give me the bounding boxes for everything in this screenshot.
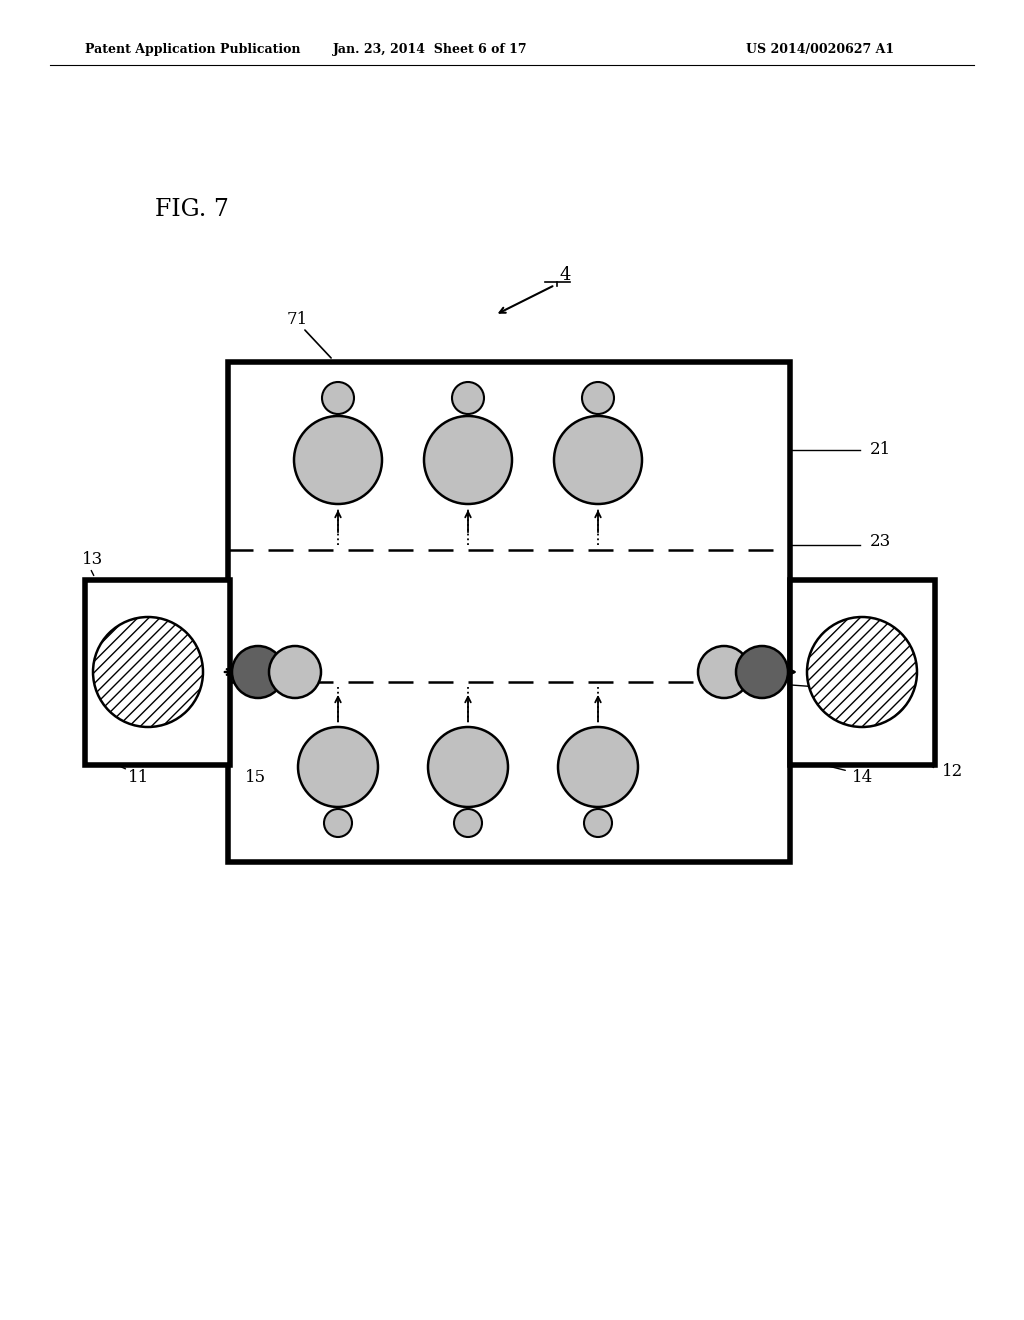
Circle shape: [269, 645, 321, 698]
Circle shape: [582, 381, 614, 414]
Circle shape: [232, 645, 284, 698]
Circle shape: [298, 727, 378, 807]
Circle shape: [424, 416, 512, 504]
Circle shape: [324, 809, 352, 837]
Circle shape: [584, 809, 612, 837]
Text: 13: 13: [82, 552, 103, 569]
Circle shape: [452, 381, 484, 414]
Circle shape: [736, 645, 788, 698]
Bar: [85, 579, 230, 766]
Text: 21: 21: [870, 441, 891, 458]
Circle shape: [294, 416, 382, 504]
Bar: [790, 579, 935, 766]
Text: Patent Application Publication: Patent Application Publication: [85, 44, 300, 57]
Text: 22: 22: [870, 692, 891, 709]
Text: FIG. 7: FIG. 7: [155, 198, 229, 222]
Circle shape: [428, 727, 508, 807]
Circle shape: [554, 416, 642, 504]
Circle shape: [322, 381, 354, 414]
Text: 14: 14: [852, 768, 873, 785]
Text: 12: 12: [942, 763, 964, 780]
Text: US 2014/0020627 A1: US 2014/0020627 A1: [745, 44, 894, 57]
Text: 11: 11: [128, 768, 150, 785]
Text: 4: 4: [559, 267, 570, 284]
Circle shape: [93, 616, 203, 727]
Text: 71: 71: [287, 312, 307, 329]
Text: 23: 23: [870, 533, 891, 550]
Circle shape: [454, 809, 482, 837]
Bar: [228, 362, 790, 862]
Circle shape: [698, 645, 750, 698]
Circle shape: [558, 727, 638, 807]
Text: Jan. 23, 2014  Sheet 6 of 17: Jan. 23, 2014 Sheet 6 of 17: [333, 44, 527, 57]
Circle shape: [807, 616, 918, 727]
Text: 15: 15: [245, 768, 266, 785]
